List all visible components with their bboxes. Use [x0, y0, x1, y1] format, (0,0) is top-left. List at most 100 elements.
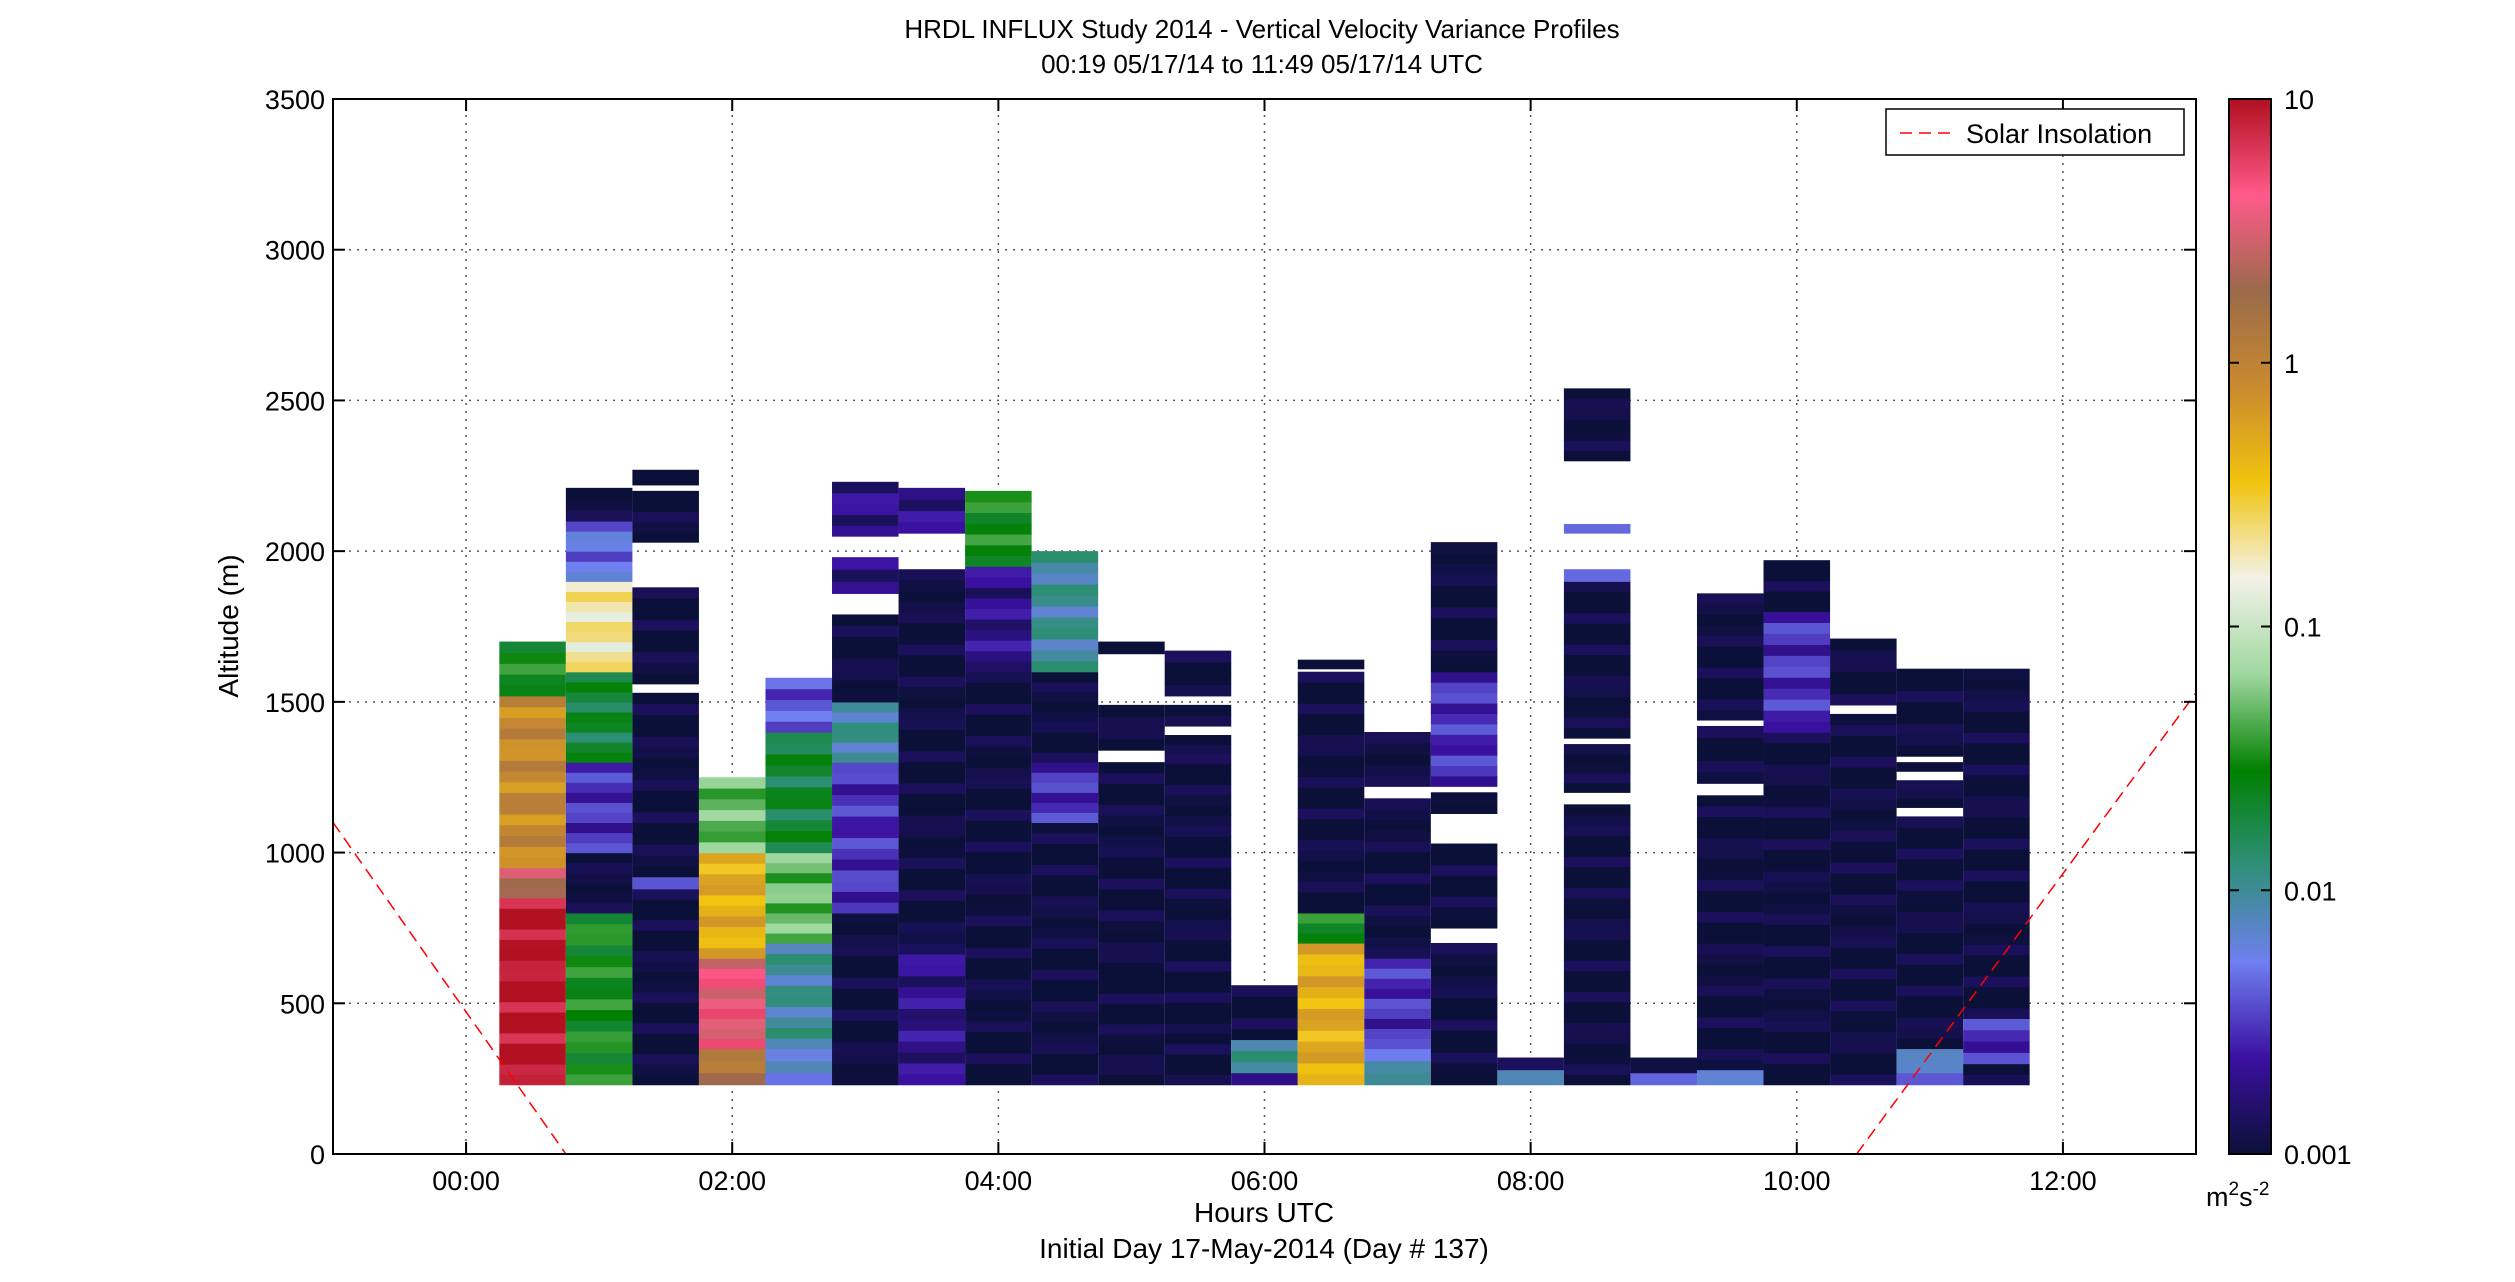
heatmap-cell	[1031, 573, 1099, 585]
heatmap-cell	[1031, 822, 1099, 834]
heatmap-cell	[565, 651, 633, 663]
heatmap-cell	[1696, 614, 1764, 626]
heatmap-cell	[1297, 776, 1365, 788]
heatmap-cell	[1297, 1019, 1365, 1031]
heatmap-cell	[499, 760, 566, 772]
heatmap-cell	[632, 855, 699, 867]
heatmap-cell	[1896, 911, 1964, 923]
heatmap-cell	[1696, 709, 1764, 721]
heatmap-cell	[565, 862, 633, 874]
heatmap-cell	[832, 1030, 899, 1043]
heatmap-cell	[965, 618, 1032, 631]
heatmap-cell	[1563, 960, 1631, 972]
heatmap-cell	[898, 487, 966, 500]
heatmap-cell	[1430, 606, 1498, 619]
heatmap-cell	[965, 989, 1032, 1001]
heatmap-cell	[1763, 580, 1831, 592]
heatmap-cell	[765, 688, 833, 701]
heatmap-cell	[1297, 818, 1365, 830]
heatmap-cell	[965, 978, 1032, 990]
heatmap-cell	[565, 541, 633, 552]
heatmap-cell	[632, 811, 699, 824]
heatmap-cell	[1696, 760, 1764, 773]
heatmap-cell	[1696, 737, 1764, 750]
heatmap-cell	[632, 919, 699, 931]
legend-solar-label: Solar Insolation	[1966, 119, 2152, 149]
heatmap-cell	[1763, 1063, 1831, 1075]
heatmap-cell	[965, 490, 1032, 503]
heatmap-cell	[965, 735, 1032, 747]
heatmap-cell	[765, 764, 833, 777]
x-tick-label: 08:00	[1497, 1166, 1565, 1196]
heatmap-cell	[1963, 721, 2030, 733]
heatmap-cell	[1896, 974, 1964, 986]
heatmap-cell	[1430, 617, 1498, 630]
heatmap-cell	[898, 729, 966, 741]
heatmap-cell	[565, 631, 633, 643]
heatmap-cell	[765, 1006, 833, 1018]
heatmap-cell	[1297, 1051, 1365, 1064]
heatmap-cell	[832, 912, 899, 925]
heatmap-cell	[898, 1062, 966, 1075]
heatmap-cell	[565, 955, 633, 968]
heatmap-cell	[898, 846, 966, 859]
heatmap-cell	[1896, 943, 1964, 955]
heatmap-cell	[698, 978, 766, 989]
heatmap-cell	[832, 1041, 899, 1054]
heatmap-cell	[1830, 735, 1897, 747]
heatmap-cell	[1830, 883, 1897, 895]
heatmap-cell	[1164, 908, 1232, 920]
heatmap-cell	[1763, 764, 1831, 776]
heatmap-cell	[1098, 825, 1165, 837]
heatmap-cell	[965, 671, 1032, 683]
heatmap-cell	[1364, 936, 1431, 949]
heatmap-cell	[1297, 682, 1365, 694]
heatmap-cell	[898, 1041, 966, 1053]
heatmap-cell	[898, 633, 966, 645]
heatmap-cell	[1830, 724, 1897, 736]
heatmap-cell	[1963, 827, 2030, 839]
heatmap-cell	[1031, 752, 1099, 763]
heatmap-cell	[832, 988, 899, 1000]
heatmap-cell	[499, 728, 566, 740]
heatmap-cell	[1098, 704, 1165, 717]
heatmap-cell	[565, 509, 633, 522]
heatmap-cell	[499, 960, 566, 972]
heatmap-cell	[1430, 1041, 1498, 1053]
heatmap-cell	[499, 897, 566, 909]
heatmap-cell	[1763, 796, 1831, 808]
heatmap-cell	[1430, 792, 1498, 804]
heatmap-cell	[1164, 673, 1232, 686]
heatmap-cell	[1896, 701, 1964, 714]
heatmap-cell	[1963, 1074, 2030, 1086]
heatmap-cell	[1696, 858, 1764, 870]
heatmap-cell	[832, 636, 899, 648]
heatmap-cell	[832, 805, 899, 817]
heatmap-cell	[632, 940, 699, 952]
heatmap-cell	[1098, 641, 1165, 655]
heatmap-cell	[565, 681, 633, 693]
heatmap-cell	[965, 925, 1032, 938]
heatmap-cell	[565, 1041, 633, 1054]
heatmap-cell	[1763, 849, 1831, 861]
heatmap-cell	[632, 822, 699, 835]
heatmap-cell	[1164, 1002, 1232, 1014]
heatmap-cell	[499, 674, 566, 686]
heatmap-cell	[1430, 585, 1498, 597]
heatmap-cell	[1830, 798, 1897, 810]
heatmap-cell	[632, 929, 699, 941]
heatmap-cell	[1963, 1063, 2030, 1075]
heatmap-cell	[1763, 1009, 1831, 1022]
heatmap-cell	[1031, 660, 1099, 673]
heatmap-cell	[898, 825, 966, 837]
heatmap-cell	[1963, 711, 2030, 723]
heatmap-cell	[1830, 756, 1897, 768]
heatmap-cell	[765, 1048, 833, 1062]
heatmap-cell	[1098, 1003, 1165, 1015]
heatmap-cell	[898, 1030, 966, 1042]
heatmap-cell	[1031, 1000, 1099, 1012]
heatmap-cell	[1164, 950, 1232, 962]
heatmap-cell	[1896, 712, 1964, 724]
heatmap-cell	[1763, 988, 1831, 1000]
heatmap-cell	[632, 790, 699, 802]
